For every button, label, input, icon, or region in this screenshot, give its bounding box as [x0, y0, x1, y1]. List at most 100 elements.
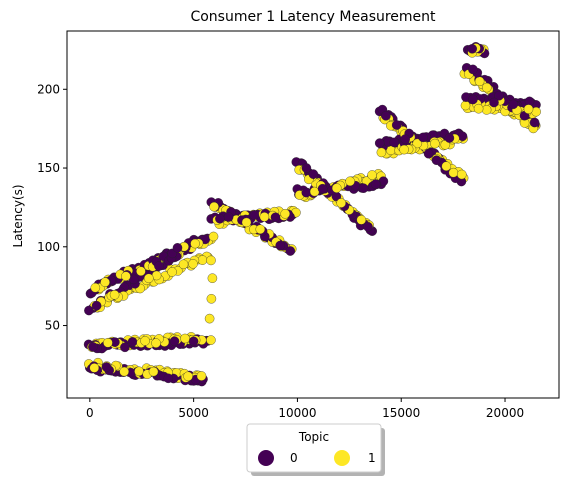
- point-topic-1: [178, 259, 189, 270]
- point-topic-1: [356, 215, 367, 225]
- point-topic-1: [136, 266, 146, 276]
- point-topic-1: [460, 100, 471, 111]
- x-tick-label: 10000: [278, 406, 316, 420]
- point-topic-1: [100, 277, 110, 287]
- point-topic-0: [172, 243, 183, 253]
- point-topic-0: [370, 179, 381, 189]
- point-topic-1: [148, 366, 159, 377]
- point-topic-1: [167, 267, 177, 277]
- point-topic-0: [275, 240, 285, 251]
- point-topic-0: [363, 222, 373, 232]
- y-tick-label: 200: [37, 82, 60, 96]
- point-topic-0: [400, 134, 410, 144]
- point-topic-0: [163, 373, 174, 384]
- point-topic-0: [423, 148, 434, 159]
- point-topic-0: [169, 336, 180, 346]
- point-topic-0: [101, 362, 112, 372]
- point-topic-0: [84, 305, 94, 316]
- point-topic-1: [89, 363, 100, 373]
- point-topic-1: [241, 217, 252, 228]
- point-topic-1: [481, 105, 492, 115]
- point-topic-1: [144, 273, 154, 284]
- point-topic-0: [418, 132, 428, 143]
- point-topic-1: [134, 366, 144, 377]
- legend-label-1: 1: [368, 451, 376, 465]
- point-topic-0: [431, 155, 442, 165]
- point-topic-1: [206, 294, 217, 304]
- point-topic-1: [90, 282, 101, 293]
- point-topic-1: [207, 273, 218, 283]
- point-topic-0: [301, 187, 312, 198]
- point-topic-0: [444, 133, 455, 143]
- point-topic-0: [381, 111, 391, 121]
- point-topic-1: [140, 336, 150, 346]
- point-topic-0: [374, 138, 385, 148]
- point-topic-1: [190, 238, 200, 249]
- ticks-layer: 0 5000 10000 15000 20000 50 100 150 200: [37, 82, 524, 420]
- legend: Topic 0 1: [246, 423, 385, 476]
- point-topic-1: [457, 169, 467, 180]
- point-topic-0: [223, 212, 234, 222]
- point-topic-1: [430, 138, 440, 149]
- point-topic-0: [188, 336, 199, 347]
- point-topic-0: [508, 99, 519, 110]
- point-topic-0: [215, 213, 225, 224]
- y-axis-label: Latency(s): [11, 184, 25, 247]
- point-topic-1: [196, 371, 207, 381]
- point-topic-0: [529, 117, 540, 128]
- point-topic-1: [206, 335, 216, 345]
- point-topic-0: [127, 337, 138, 347]
- point-topic-0: [467, 44, 477, 54]
- y-tick-label: 100: [37, 240, 60, 254]
- x-tick-label: 5000: [178, 406, 209, 420]
- point-topic-0: [285, 246, 296, 256]
- point-topic-1: [103, 338, 113, 348]
- point-topic-0: [391, 120, 402, 130]
- x-tick-label: 20000: [486, 406, 524, 420]
- point-topic-1: [448, 167, 459, 178]
- points-layer: [83, 42, 541, 387]
- point-topic-1: [345, 176, 355, 187]
- point-topic-1: [206, 255, 216, 266]
- point-topic-0: [494, 90, 504, 101]
- point-topic-1: [183, 371, 193, 382]
- point-topic-1: [188, 259, 198, 269]
- point-topic-0: [468, 94, 478, 105]
- point-topic-1: [197, 255, 208, 265]
- point-topic-1: [109, 290, 120, 300]
- point-topic-0: [270, 212, 281, 223]
- point-topic-1: [180, 333, 190, 344]
- point-topic-0: [91, 300, 102, 311]
- point-topic-1: [331, 183, 342, 193]
- point-topic-1: [209, 201, 219, 212]
- chart-title: Consumer 1 Latency Measurement: [190, 9, 436, 25]
- point-topic-1: [151, 338, 161, 348]
- point-topic-1: [474, 76, 485, 87]
- point-topic-1: [482, 82, 492, 93]
- point-topic-1: [119, 366, 129, 377]
- point-topic-0: [301, 163, 312, 173]
- point-topic-1: [121, 271, 131, 281]
- legend-label-0: 0: [290, 451, 298, 465]
- point-topic-1: [412, 138, 423, 149]
- point-topic-0: [489, 97, 499, 108]
- x-tick-label: 15000: [382, 406, 420, 420]
- point-topic-1: [441, 161, 452, 171]
- point-topic-0: [249, 210, 260, 220]
- point-topic-0: [358, 183, 369, 193]
- point-topic-0: [154, 261, 164, 271]
- point-topic-1: [255, 224, 266, 235]
- point-topic-1: [208, 231, 219, 242]
- x-tick-label: 0: [86, 406, 94, 420]
- point-topic-0: [88, 342, 98, 352]
- point-topic-1: [367, 170, 377, 180]
- point-topic-1: [204, 313, 215, 324]
- point-topic-0: [389, 137, 399, 148]
- legend-title: Topic: [298, 430, 329, 444]
- point-topic-1: [523, 104, 534, 114]
- point-topic-1: [376, 147, 387, 158]
- point-topic-0: [468, 64, 478, 75]
- y-tick-label: 50: [45, 319, 60, 333]
- point-topic-1: [280, 209, 290, 219]
